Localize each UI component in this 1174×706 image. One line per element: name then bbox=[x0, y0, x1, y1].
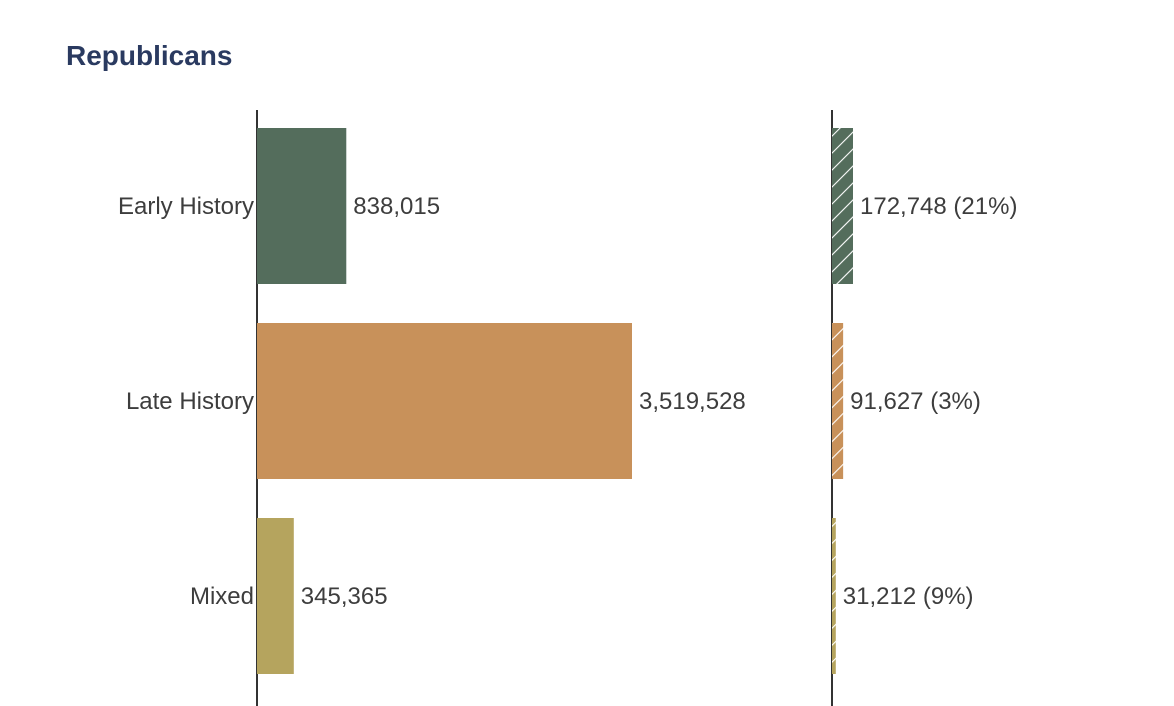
left-panel-total: Early History 838,015 Late History 3,519,52… bbox=[118, 110, 746, 706]
category-label: Mixed bbox=[190, 583, 254, 610]
chart-title: Republicans bbox=[66, 40, 233, 71]
data-label: 3,519,528 bbox=[639, 388, 746, 415]
data-label: 91,627 (3%) bbox=[850, 388, 981, 415]
data-label: 345,365 bbox=[301, 583, 388, 610]
right-panel-subset: 172,748 (21%) 91,627 (3%) 31,212 (9%) bbox=[831, 110, 1017, 706]
bar-total bbox=[257, 128, 347, 284]
bar-subset bbox=[832, 128, 853, 284]
bar-subset bbox=[832, 323, 844, 479]
bar-total bbox=[257, 518, 294, 674]
bar-subset bbox=[832, 518, 836, 674]
category-label: Early History bbox=[118, 193, 254, 220]
data-label: 172,748 (21%) bbox=[860, 193, 1017, 220]
data-label: 31,212 (9%) bbox=[843, 583, 974, 610]
bar-total bbox=[257, 323, 632, 479]
data-label: 838,015 bbox=[353, 193, 440, 220]
category-label: Late History bbox=[126, 388, 254, 415]
